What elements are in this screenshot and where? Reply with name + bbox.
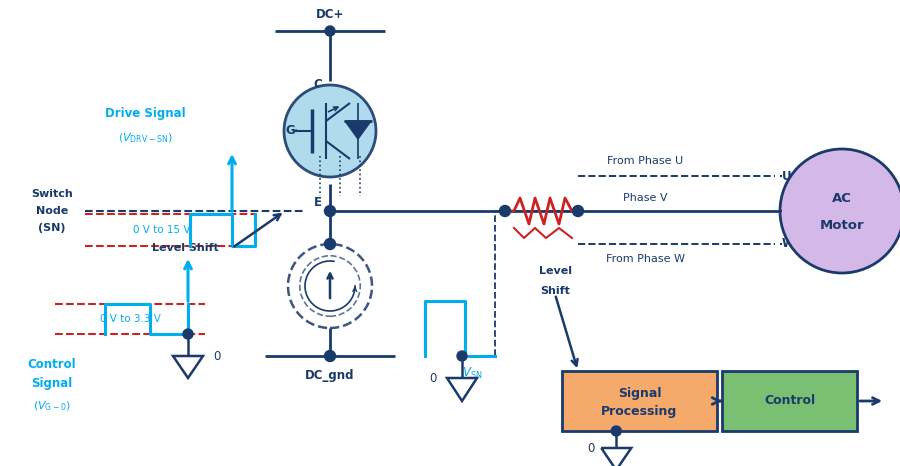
Text: 0: 0 <box>429 371 437 384</box>
Text: DC_gnd: DC_gnd <box>305 370 355 383</box>
Text: Level: Level <box>538 266 572 276</box>
Text: Node: Node <box>36 206 68 216</box>
Text: 0: 0 <box>587 441 594 454</box>
Circle shape <box>325 239 336 249</box>
Polygon shape <box>345 121 371 139</box>
Text: G: G <box>285 123 295 137</box>
Circle shape <box>780 149 900 273</box>
Text: Signal: Signal <box>32 377 73 391</box>
Text: AC: AC <box>832 192 852 206</box>
Text: Processing: Processing <box>601 404 678 418</box>
Text: (SN): (SN) <box>38 223 66 233</box>
Text: Control: Control <box>28 357 76 370</box>
Text: 0 V to 3.3 V: 0 V to 3.3 V <box>100 314 160 324</box>
Text: U: U <box>782 170 792 183</box>
Text: 0: 0 <box>213 350 220 363</box>
Circle shape <box>325 26 335 36</box>
Text: Control: Control <box>764 395 815 407</box>
Circle shape <box>500 206 510 217</box>
Text: Shift: Shift <box>540 286 570 296</box>
Circle shape <box>183 329 193 339</box>
Text: 0 V to 15 V: 0 V to 15 V <box>133 225 191 235</box>
Text: V: V <box>782 205 791 218</box>
Text: $V_{\mathrm{SN}}$: $V_{\mathrm{SN}}$ <box>462 365 482 381</box>
Circle shape <box>325 350 336 362</box>
FancyBboxPatch shape <box>722 371 857 431</box>
Circle shape <box>457 351 467 361</box>
Text: Phase V: Phase V <box>623 193 667 203</box>
Text: From Phase W: From Phase W <box>606 254 685 264</box>
Text: Motor: Motor <box>820 219 864 232</box>
Text: Drive Signal: Drive Signal <box>104 108 185 121</box>
Text: From Phase U: From Phase U <box>607 156 683 166</box>
Text: E: E <box>314 197 322 210</box>
Circle shape <box>325 206 336 217</box>
Text: C: C <box>313 77 322 90</box>
Text: Switch: Switch <box>32 189 73 199</box>
Circle shape <box>572 206 583 217</box>
Circle shape <box>284 85 376 177</box>
FancyBboxPatch shape <box>562 371 717 431</box>
Text: W: W <box>782 238 795 251</box>
Text: ($V_{\mathrm{G-0}}$): ($V_{\mathrm{G-0}}$) <box>33 399 71 413</box>
Text: ($V_{\mathrm{DRV-SN}}$): ($V_{\mathrm{DRV-SN}}$) <box>118 131 173 145</box>
Text: DC+: DC+ <box>316 7 344 21</box>
Text: Level Shift: Level Shift <box>151 243 219 253</box>
Text: Signal: Signal <box>617 386 662 399</box>
Circle shape <box>611 426 621 436</box>
